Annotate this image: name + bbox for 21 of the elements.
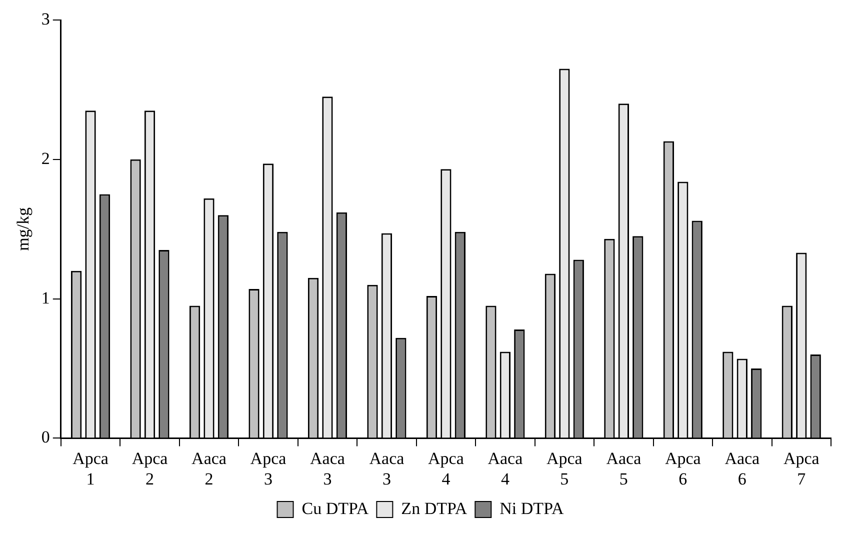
x-tick-label: Apca 4 <box>428 448 464 488</box>
y-tick-label: 2 <box>41 148 50 168</box>
x-tick-label: Apca 7 <box>783 448 820 488</box>
x-tick-label: Aaca 3 <box>369 448 405 488</box>
x-tick-label: Apca 3 <box>250 448 287 488</box>
x-tick-label: Aaca 4 <box>488 448 524 488</box>
y-axis-title: mg/kg <box>14 206 33 251</box>
x-tick-label: Apca 5 <box>546 448 583 488</box>
y-tick-label: 3 <box>41 9 50 28</box>
y-tick-label: 1 <box>41 288 50 308</box>
x-tick-label: Apca 6 <box>664 448 702 488</box>
legend-label: Zn DTPA <box>401 498 468 518</box>
x-tick-label: Aaca 3 <box>310 448 346 488</box>
x-tick-label: Aaca 2 <box>192 448 227 488</box>
legend-label: Ni DTPA <box>500 498 564 518</box>
x-tick-label: Apca 1 <box>72 448 109 488</box>
y-tick-label: 0 <box>41 428 50 447</box>
x-tick-label: Aaca 5 <box>606 448 642 488</box>
x-tick-label: Apca 2 <box>132 448 168 488</box>
legend-label: Cu DTPA <box>302 498 370 518</box>
x-tick-label: Aaca 6 <box>724 448 760 488</box>
